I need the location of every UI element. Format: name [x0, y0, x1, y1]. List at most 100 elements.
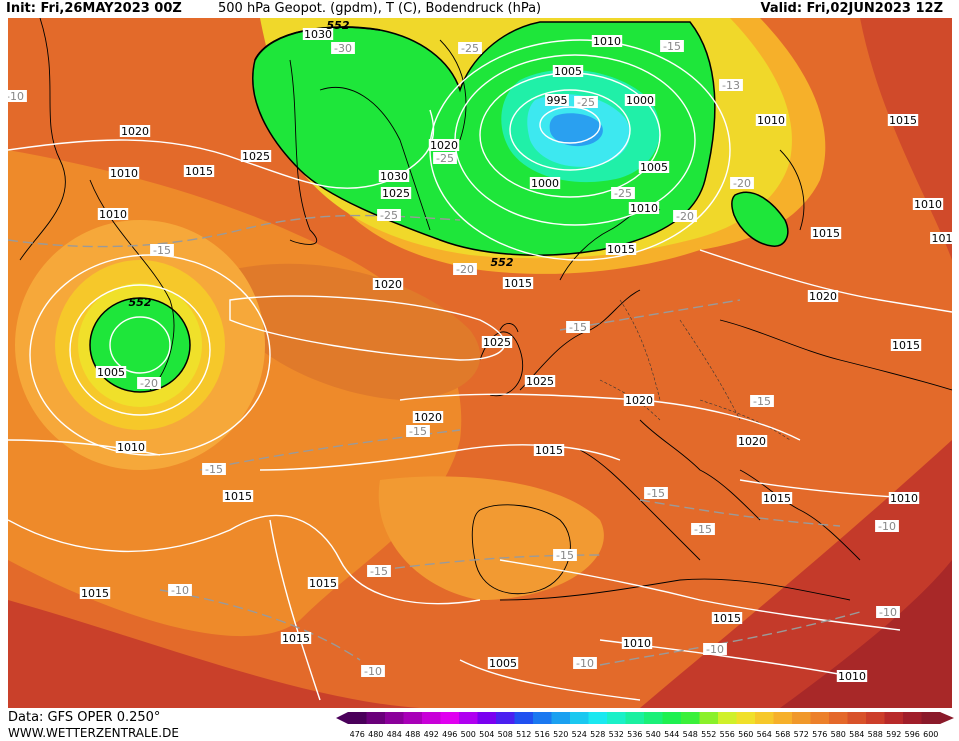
- colorbar-tick-label: 564: [757, 730, 772, 739]
- temperature-label-text: -10: [706, 643, 724, 656]
- colorbar-tick-label: 492: [424, 730, 439, 739]
- isobar-label: 1015: [222, 490, 254, 503]
- isobar-label-text: 1005: [97, 366, 125, 379]
- temperature-label: -13: [719, 79, 743, 92]
- colorbar-tick-label: 496: [442, 730, 457, 739]
- field-iberia-orange: [378, 476, 604, 600]
- isobar-label-text: 1030: [380, 170, 408, 183]
- field-south-east-deep: [780, 560, 952, 708]
- isobar-label: 1005: [638, 161, 670, 174]
- isobar-label-text: 1010: [110, 167, 138, 180]
- isobar-label: 1010: [97, 208, 129, 221]
- isobar-label-text: 1010: [117, 441, 145, 454]
- temperature-label: -15: [644, 487, 668, 500]
- colorbar-swatch: [551, 712, 571, 724]
- temperature-labels: -30 -25 -15 -10 -13 -25 -25 -20 -25 -25 -20 -15 -20 -…: [8, 40, 900, 678]
- geopotential-label-text: 552: [327, 19, 350, 32]
- isobars: [8, 39, 952, 701]
- colorbar-swatch: [699, 712, 719, 724]
- geopotential-label-text: 552: [491, 256, 514, 269]
- init-time: Init: Fri,26MAY2023 00Z: [6, 1, 182, 16]
- colorbar-legend: 476 480 484 488 492 496 500 504 508 512 516 520 524 5…: [336, 712, 954, 739]
- colorbar-left-arrow: [336, 712, 348, 724]
- isobar-label-text: 1015: [713, 612, 741, 625]
- isobar-label-text: 1020: [374, 278, 402, 291]
- isobar-label: 1015: [280, 632, 312, 645]
- isobar-label: 1010: [591, 35, 623, 48]
- isobar-label-text: 1025: [526, 375, 554, 388]
- isobar-label: 1015: [307, 577, 339, 590]
- isobar-label: 1020: [372, 278, 404, 291]
- isobar-label: 1015: [810, 227, 842, 240]
- colorbar-swatch: [866, 712, 885, 724]
- isobar-label-text: 1020: [121, 125, 149, 138]
- colorbar-swatch: [681, 712, 700, 724]
- isobar-label: 1005: [95, 366, 127, 379]
- isobar-label-text: 1015: [763, 492, 791, 505]
- isobar-label-text: 1010: [99, 208, 127, 221]
- isobar-label-text: 1030: [304, 28, 332, 41]
- colorbar-tick-label: 588: [868, 730, 883, 739]
- temperature-label-text: -30: [334, 42, 352, 55]
- map-title: 500 hPa Geopot. (gpdm), T (C), Bodendruc…: [218, 1, 542, 16]
- isobar-label: 995: [545, 94, 569, 107]
- temperature-label: -25: [458, 42, 482, 55]
- colorbar-tick-label: 480: [368, 730, 383, 739]
- isobar-label-text: 1020: [414, 411, 442, 424]
- temperature-label: -25: [433, 152, 457, 165]
- colorbar-swatch: [644, 712, 663, 724]
- colorbar-tick-label: 572: [794, 730, 809, 739]
- colorbar-tick-label: 508: [498, 730, 513, 739]
- isobar-label: 1005: [487, 657, 519, 670]
- temperature-label: -15: [553, 549, 577, 562]
- temperature-label: -20: [137, 377, 161, 390]
- colorbar-swatch: [755, 712, 774, 724]
- temperature-label: -15: [367, 565, 391, 578]
- isobar-label: 1010: [108, 167, 140, 180]
- colorbar-swatch: [625, 712, 645, 724]
- field-ridge: [230, 263, 481, 400]
- isobar-label-text: 1025: [382, 187, 410, 200]
- colorbar-swatch: [921, 712, 941, 724]
- isobar-label-text: 1010: [914, 198, 942, 211]
- isobar-label-text: 1020: [809, 290, 837, 303]
- colorbar-tick-label: 576: [812, 730, 827, 739]
- isobar-label-text: 1010: [630, 202, 658, 215]
- temperature-label: -20: [730, 177, 754, 190]
- isobar-label: 1010: [621, 637, 653, 650]
- colorbar-tick-label: 476: [350, 730, 365, 739]
- temperature-label-text: -15: [370, 565, 388, 578]
- isobar-label: 1000: [529, 177, 561, 190]
- colorbar-tick-label: 584: [849, 730, 864, 739]
- isobar-label-text: 1020: [430, 139, 458, 152]
- colorbar-tick-label: 544: [664, 730, 679, 739]
- isobar-label: 1020: [412, 411, 444, 424]
- colorbar-swatch: [348, 712, 367, 724]
- isobar-label: 1020: [428, 139, 460, 152]
- temperature-label-text: -15: [153, 244, 171, 257]
- isobar-label: 1015: [887, 114, 919, 127]
- isobar-label: 1025: [481, 336, 513, 349]
- isobar-label-text: 1010: [838, 670, 866, 683]
- colorbar-tick-label: 532: [609, 730, 624, 739]
- colorbar-swatch: [403, 712, 423, 724]
- isobar-label: 1010: [888, 492, 920, 505]
- temperature-label-text: -25: [614, 187, 632, 200]
- isobar-label: 1015: [890, 339, 922, 352]
- temperature-label-text: -10: [364, 665, 382, 678]
- isobar-label-text: 1020: [738, 435, 766, 448]
- geopotential-labels: 552 552 552: [129, 19, 514, 309]
- isobar-label: 1025: [240, 150, 272, 163]
- colorbar-swatch: [459, 712, 478, 724]
- map-header: Init: Fri,26MAY2023 00Z 500 hPa Geopot. …: [0, 0, 959, 18]
- website-url: WWW.WETTERZENTRALE.DE: [8, 726, 179, 740]
- colorbar-tick-label: 592: [886, 730, 901, 739]
- geopotential-label-text: 552: [129, 296, 152, 309]
- colorbar-swatch: [829, 712, 848, 724]
- temperature-label: -15: [150, 244, 174, 257]
- colorbar-tick-label: 520: [553, 730, 568, 739]
- colorbar-tick-label: 552: [701, 730, 716, 739]
- colorbar-tick-label: 548: [683, 730, 698, 739]
- colorbar-swatch: [570, 712, 589, 724]
- isobar-label-text: 1010: [890, 492, 918, 505]
